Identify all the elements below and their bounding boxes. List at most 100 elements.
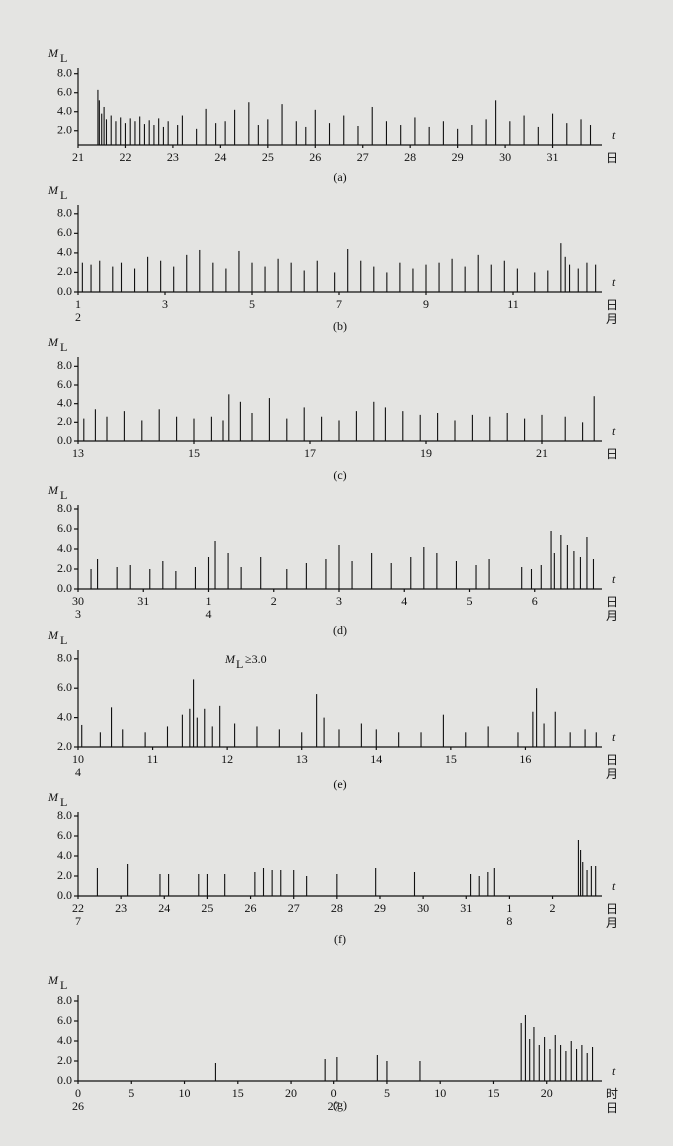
x-tick-label: 27: [357, 150, 369, 164]
annotation: M: [224, 652, 236, 666]
x-tick-label: 1: [75, 297, 81, 311]
y-tick-label: 4.0: [57, 541, 72, 555]
caption: (c): [333, 468, 346, 482]
x-tick-label: 0: [331, 1086, 337, 1100]
y-tick-label: 8.0: [57, 358, 72, 372]
y-axis-label: M: [47, 46, 59, 60]
x-tick-label: 3: [336, 594, 342, 608]
y-axis-label-sub: L: [60, 51, 67, 65]
x-tick-label: 0: [75, 1086, 81, 1100]
y-axis-label: M: [47, 973, 59, 987]
x-tick-label: 11: [507, 297, 519, 311]
caption: (d): [333, 623, 347, 637]
y-tick-label: 2.0: [57, 1053, 72, 1067]
x-tick-label: 23: [167, 150, 179, 164]
x-tick-label: 10: [72, 752, 84, 766]
caption: (a): [333, 170, 346, 184]
y-tick-label: 0.0: [57, 433, 72, 447]
x-unit: 日: [606, 902, 618, 916]
x-tick-label: 21: [72, 150, 84, 164]
x-tick-label: 13: [72, 446, 84, 460]
x-axis-label: t: [612, 424, 616, 438]
x-tick-label: 3: [162, 297, 168, 311]
y-tick-label: 6.0: [57, 84, 72, 98]
y-tick-label: 4.0: [57, 245, 72, 259]
x-tick-label: 31: [137, 594, 149, 608]
x-tick-label: 5: [249, 297, 255, 311]
x-tick-label: 30: [499, 150, 511, 164]
caption: (g): [333, 1098, 347, 1112]
x-tick-label: 30: [417, 901, 429, 915]
month-label: 4: [206, 607, 212, 621]
y-tick-label: 6.0: [57, 828, 72, 842]
x-unit: 日: [606, 1101, 618, 1115]
x-tick-label: 5: [384, 1086, 390, 1100]
y-tick-label: 4.0: [57, 103, 72, 117]
x-tick-label: 4: [401, 594, 407, 608]
month-label: 27: [328, 1099, 340, 1113]
y-tick-label: 8.0: [57, 808, 72, 822]
x-tick-label: 26: [309, 150, 321, 164]
x-unit: 月: [606, 916, 618, 930]
x-tick-label: 26: [245, 901, 257, 915]
x-tick-label: 22: [119, 150, 131, 164]
x-tick-label: 15: [487, 1086, 499, 1100]
y-tick-label: 6.0: [57, 1013, 72, 1027]
month-label: 4: [75, 765, 81, 779]
x-tick-label: 5: [467, 594, 473, 608]
x-tick-label: 1: [506, 901, 512, 915]
caption: (e): [333, 777, 346, 791]
x-tick-label: 10: [434, 1086, 446, 1100]
x-tick-label: 9: [423, 297, 429, 311]
caption: (b): [333, 319, 347, 333]
x-tick-label: 25: [262, 150, 274, 164]
x-tick-label: 19: [420, 446, 432, 460]
x-axis-label: t: [612, 572, 616, 586]
x-tick-label: 15: [445, 752, 457, 766]
x-tick-label: 1: [206, 594, 212, 608]
x-tick-label: 17: [304, 446, 316, 460]
month-label: 8: [506, 914, 512, 928]
x-tick-label: 10: [179, 1086, 191, 1100]
y-axis-label-sub: L: [60, 488, 67, 502]
y-tick-label: 8.0: [57, 206, 72, 220]
x-unit: 日: [606, 298, 618, 312]
x-tick-label: 25: [201, 901, 213, 915]
month-label: 2: [75, 310, 81, 324]
x-tick-label: 15: [232, 1086, 244, 1100]
x-tick-label: 11: [147, 752, 159, 766]
x-tick-label: 23: [115, 901, 127, 915]
annotation-rest: ≥3.0: [245, 652, 267, 666]
y-axis-label: M: [47, 790, 59, 804]
x-tick-label: 16: [519, 752, 531, 766]
x-unit: 日: [606, 595, 618, 609]
y-tick-label: 4.0: [57, 395, 72, 409]
x-tick-label: 13: [296, 752, 308, 766]
x-unit: 时: [606, 1087, 618, 1101]
y-tick-label: 8.0: [57, 993, 72, 1007]
x-tick-label: 24: [214, 150, 226, 164]
x-tick-label: 27: [288, 901, 300, 915]
month-label: 26: [72, 1099, 84, 1113]
x-tick-label: 5: [128, 1086, 134, 1100]
x-tick-label: 24: [158, 901, 170, 915]
x-tick-label: 6: [532, 594, 538, 608]
y-tick-label: 2.0: [57, 561, 72, 575]
x-unit: 日: [606, 151, 618, 165]
x-tick-label: 31: [547, 150, 559, 164]
y-tick-label: 8.0: [57, 65, 72, 79]
caption: (f): [334, 932, 346, 946]
x-unit: 月: [606, 312, 618, 326]
x-tick-label: 7: [336, 297, 342, 311]
x-axis-label: t: [612, 128, 616, 142]
y-axis-label: M: [47, 183, 59, 197]
y-tick-label: 6.0: [57, 521, 72, 535]
x-tick-label: 28: [404, 150, 416, 164]
y-tick-label: 2.0: [57, 868, 72, 882]
x-axis-label: t: [612, 1064, 616, 1078]
x-tick-label: 20: [541, 1086, 553, 1100]
x-tick-label: 29: [452, 150, 464, 164]
y-axis-label-sub: L: [60, 340, 67, 354]
x-axis-label: t: [612, 730, 616, 744]
